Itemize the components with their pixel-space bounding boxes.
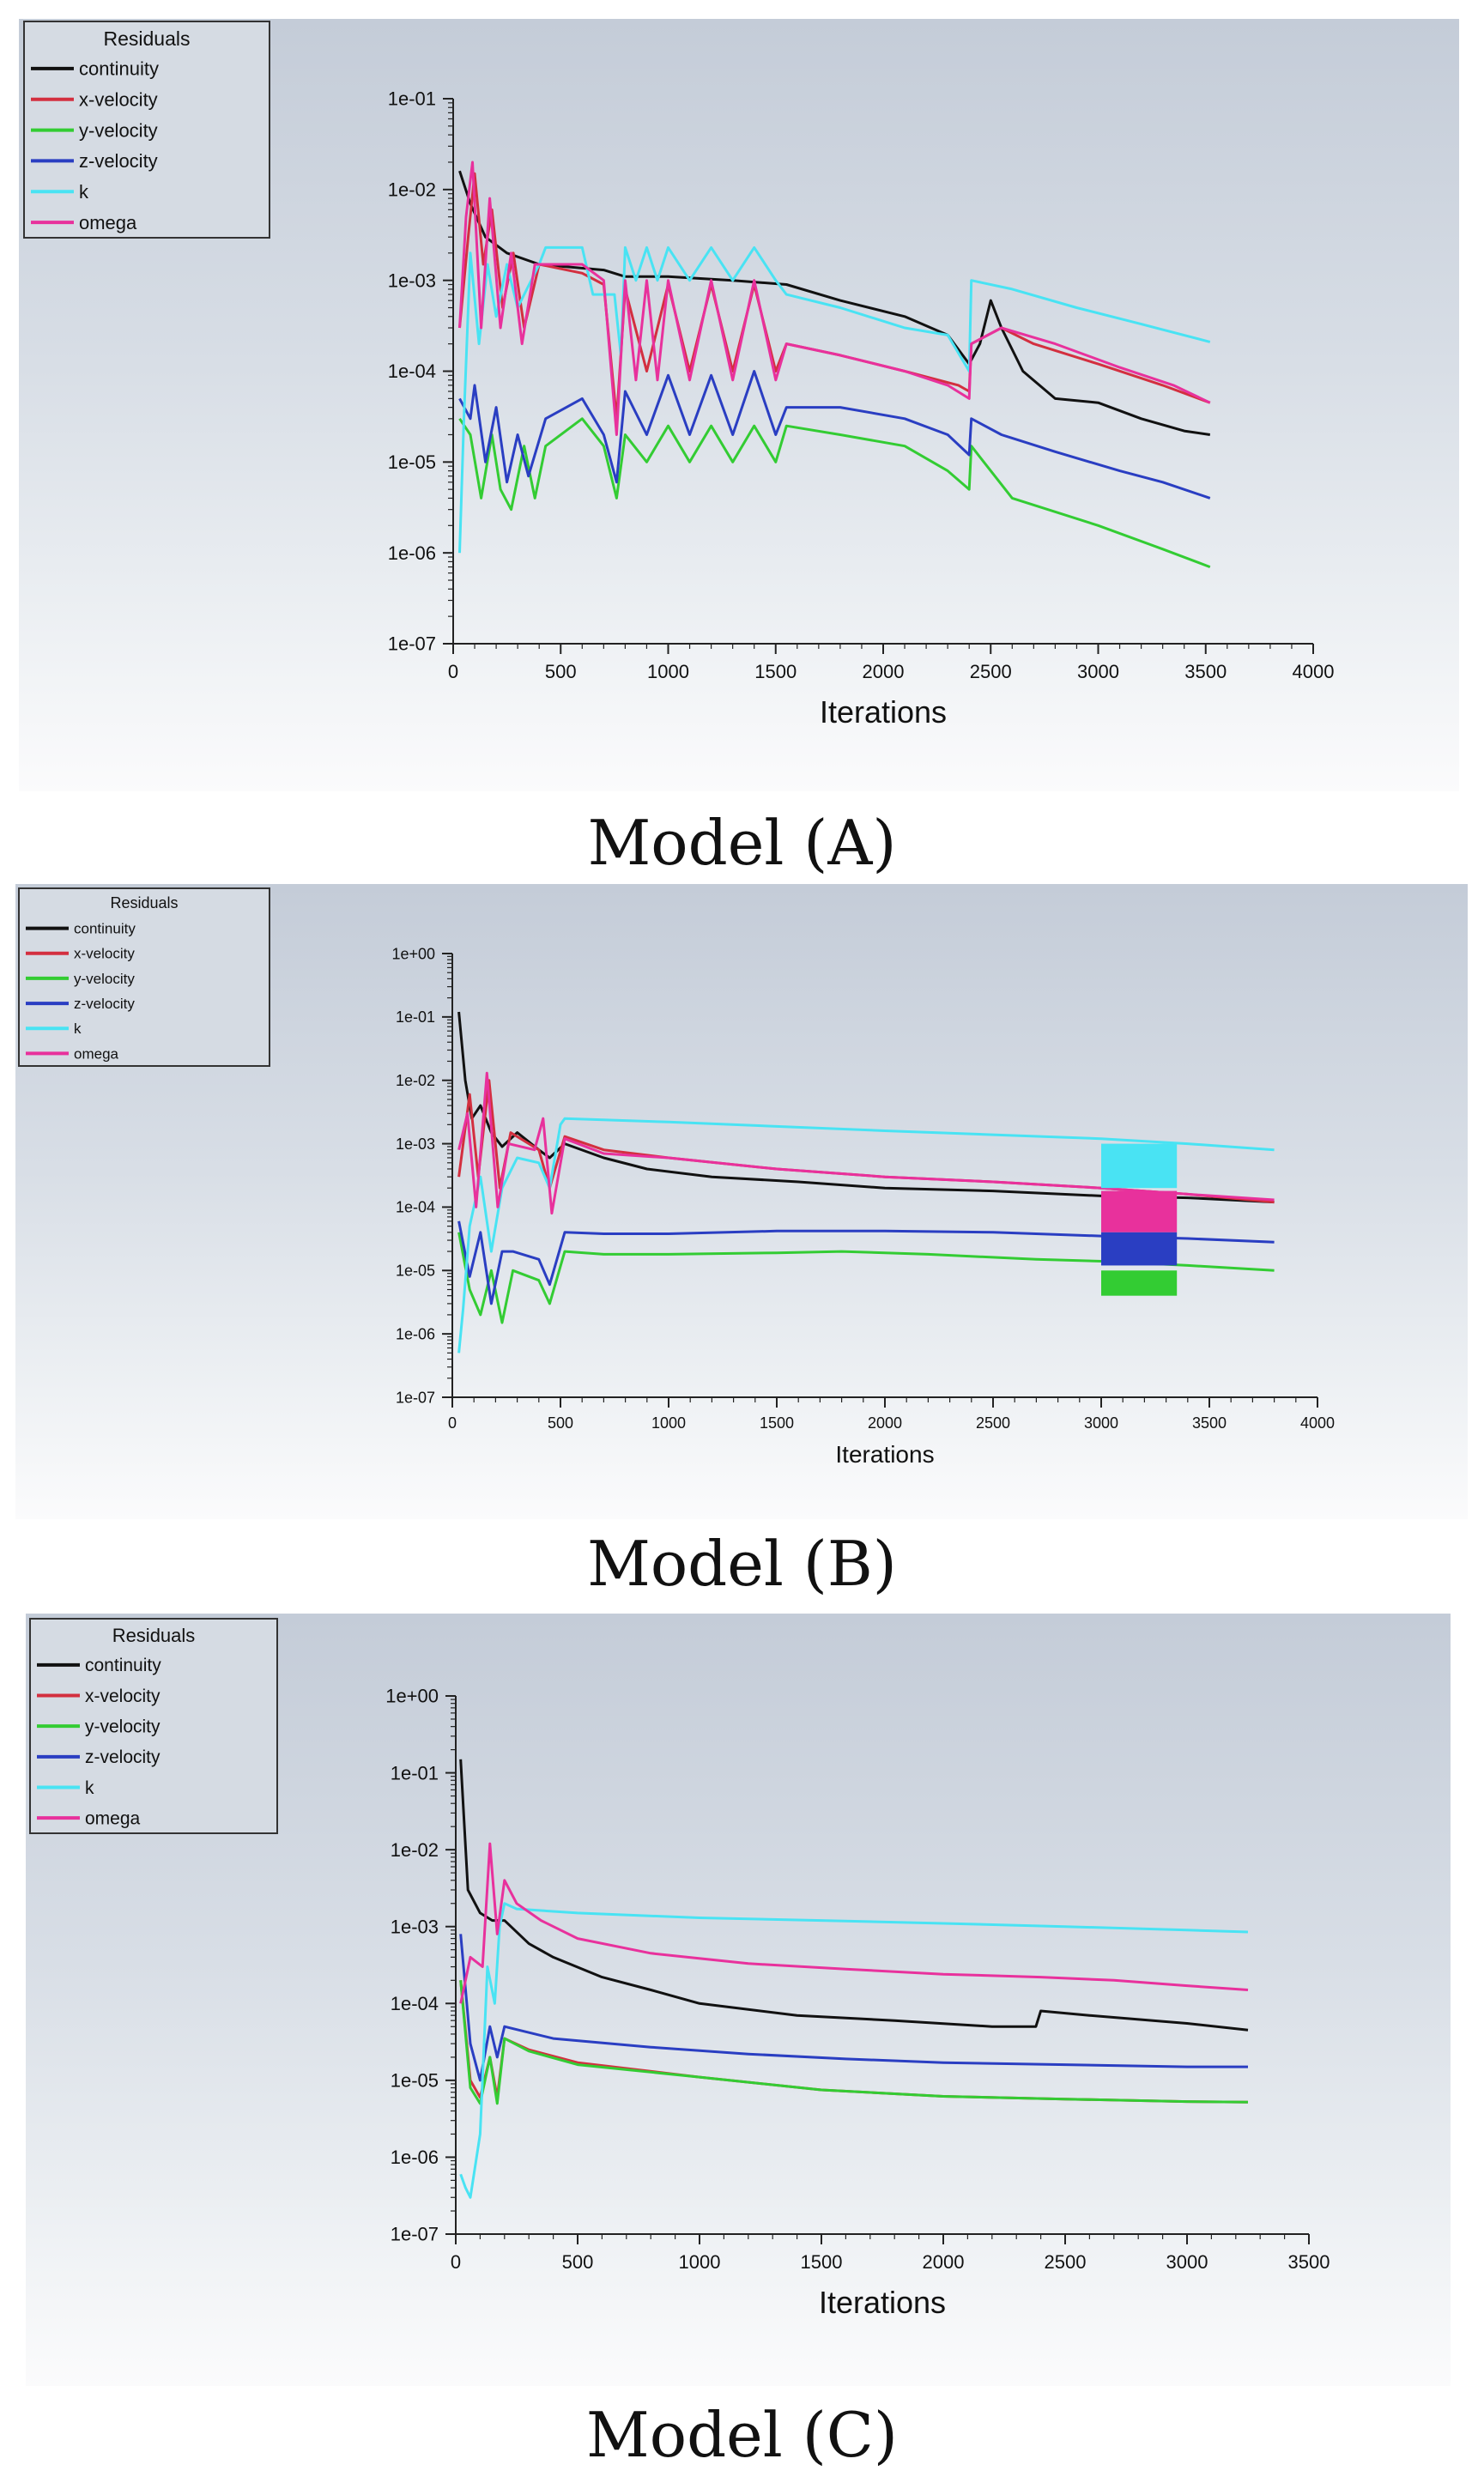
x-tick-label: 3000 — [1166, 2251, 1208, 2273]
x-tick-label: 2500 — [1045, 2251, 1087, 2273]
series-line-z-velocity — [459, 1934, 1248, 2082]
series-line-y-velocity — [458, 417, 1211, 569]
legend-title: Residuals — [110, 894, 178, 911]
y-tick-label: 1e-07 — [391, 2224, 439, 2245]
x-tick-label: 3000 — [1084, 1414, 1118, 1432]
x-tick-label: 1000 — [647, 661, 689, 682]
x-tick-label: 1000 — [651, 1414, 686, 1432]
y-tick-label: 1e-02 — [391, 1839, 439, 1861]
y-tick-label: 1e-03 — [396, 1135, 435, 1153]
legend-label-z-velocity: z-velocity — [85, 1747, 161, 1767]
caption-model-c: Model (C) — [586, 2399, 898, 2471]
x-tick-label: 2500 — [970, 661, 1012, 682]
y-tick-label: 1e-02 — [388, 179, 436, 201]
x-tick-label: 500 — [545, 661, 577, 682]
series-line-omega — [459, 1842, 1249, 2004]
series-line-omega — [458, 160, 1211, 436]
legend-label-omega: omega — [79, 212, 137, 233]
x-tick-label: 3500 — [1184, 661, 1227, 682]
series-line-omega — [457, 1071, 1275, 1215]
legend-label-continuity: continuity — [79, 58, 159, 80]
x-tick-label: 3000 — [1077, 661, 1119, 682]
series-line-continuity — [459, 1759, 1249, 2032]
legend-label-y-velocity: y-velocity — [74, 971, 135, 987]
oscillation-band — [1101, 1143, 1178, 1189]
x-tick-label: 1000 — [679, 2251, 721, 2273]
y-tick-label: 1e-06 — [388, 542, 436, 564]
x-tick-label: 0 — [448, 1414, 457, 1432]
x-axis-label: Iterations — [820, 694, 947, 730]
y-tick-label: 1e-05 — [388, 451, 436, 473]
y-tick-label: 1e-06 — [396, 1325, 435, 1342]
x-axis-label: Iterations — [819, 2285, 946, 2320]
x-tick-label: 3500 — [1288, 2251, 1330, 2273]
legend-label-y-velocity: y-velocity — [79, 119, 158, 141]
caption-model-a: Model (A) — [587, 807, 897, 879]
x-tick-label: 2000 — [868, 1414, 902, 1432]
y-tick-label: 1e-06 — [391, 2147, 439, 2168]
legend-title: Residuals — [104, 27, 191, 50]
x-tick-label: 3500 — [1192, 1414, 1227, 1432]
y-tick-label: 1e-03 — [388, 269, 436, 291]
y-tick-label: 1e+00 — [391, 945, 435, 962]
x-tick-label: 0 — [448, 661, 458, 682]
y-tick-label: 1e-04 — [388, 360, 436, 382]
oscillation-band — [1101, 1270, 1178, 1296]
legend-label-z-velocity: z-velocity — [79, 150, 158, 172]
oscillation-band — [1101, 1190, 1178, 1232]
y-tick-label: 1e+00 — [385, 1686, 439, 1707]
y-tick-label: 1e-01 — [388, 88, 436, 110]
x-tick-label: 500 — [562, 2251, 594, 2273]
x-tick-label: 0 — [451, 2251, 461, 2273]
y-tick-label: 1e-05 — [391, 2070, 439, 2092]
legend-label-z-velocity: z-velocity — [74, 996, 135, 1012]
series-line-k — [458, 245, 1211, 554]
y-tick-label: 1e-01 — [391, 1762, 439, 1783]
legend-label-omega: omega — [74, 1045, 119, 1062]
x-tick-label: 2000 — [863, 661, 905, 682]
y-tick-label: 1e-07 — [388, 633, 436, 655]
legend-label-x-velocity: x-velocity — [74, 946, 135, 962]
x-tick-label: 500 — [548, 1414, 573, 1432]
y-tick-label: 1e-02 — [396, 1072, 435, 1089]
legend-title: Residuals — [112, 1625, 196, 1646]
series-line-k — [459, 1902, 1249, 2199]
series-line-z-velocity — [457, 1220, 1275, 1305]
y-tick-label: 1e-03 — [391, 1916, 439, 1937]
y-tick-label: 1e-04 — [396, 1199, 435, 1216]
series-line-continuity — [458, 170, 1211, 436]
series-line-y-velocity — [457, 1232, 1275, 1324]
x-axis-label: Iterations — [835, 1441, 934, 1468]
y-tick-label: 1e-01 — [396, 1008, 435, 1026]
x-tick-label: 4000 — [1300, 1414, 1335, 1432]
y-tick-label: 1e-04 — [391, 1993, 439, 2014]
x-tick-label: 4000 — [1293, 661, 1335, 682]
legend-label-k: k — [74, 1020, 82, 1037]
x-tick-label: 1500 — [801, 2251, 843, 2273]
legend-label-y-velocity: y-velocity — [85, 1717, 161, 1737]
x-tick-label: 1500 — [754, 661, 797, 682]
oscillation-band — [1101, 1232, 1178, 1266]
legend-label-k: k — [79, 181, 89, 203]
legend-label-x-velocity: x-velocity — [79, 88, 158, 110]
y-tick-label: 1e-07 — [396, 1389, 435, 1406]
legend-label-omega: omega — [85, 1809, 141, 1829]
legend-label-k: k — [85, 1778, 94, 1798]
legend-label-x-velocity: x-velocity — [85, 1687, 161, 1706]
series-line-z-velocity — [458, 370, 1211, 500]
legend-label-continuity: continuity — [74, 921, 136, 937]
caption-model-b: Model (B) — [587, 1528, 897, 1600]
x-tick-label: 1500 — [760, 1414, 794, 1432]
legend-label-continuity: continuity — [85, 1656, 161, 1675]
x-tick-label: 2000 — [923, 2251, 965, 2273]
y-tick-label: 1e-05 — [396, 1263, 435, 1280]
x-tick-label: 2500 — [976, 1414, 1010, 1432]
